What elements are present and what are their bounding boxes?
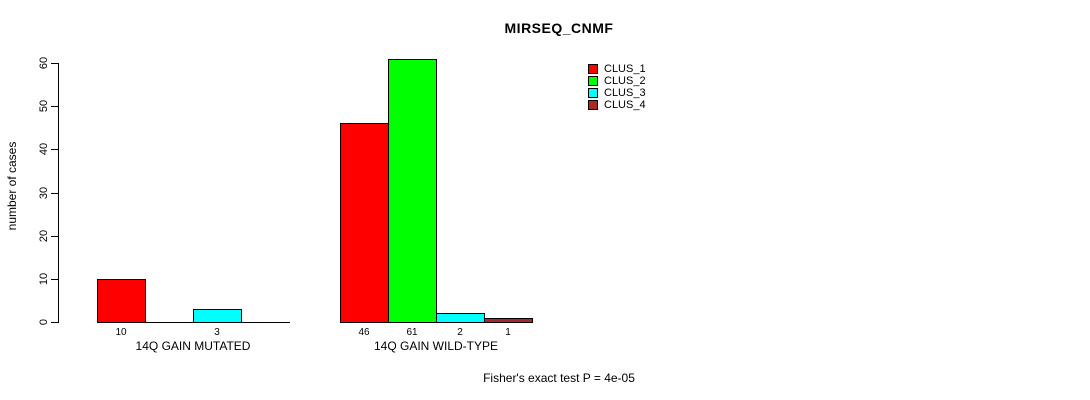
y-tick-label: 60 (38, 56, 50, 70)
bar-clus_3-group2 (436, 313, 485, 323)
bar-clus_1-group2 (340, 123, 389, 323)
y-axis-title: number of cases (5, 141, 19, 231)
bar-clus_2-group2 (388, 59, 437, 323)
y-tick-label: 50 (38, 99, 50, 113)
y-tick-label: 0 (38, 318, 50, 326)
legend-label: CLUS_4 (604, 99, 646, 111)
bar-value-label: 1 (505, 327, 511, 338)
legend: CLUS_1 CLUS_2 CLUS_3 CLUS_4 (588, 63, 646, 111)
bar-clus_3-group1 (193, 309, 242, 323)
legend-label: CLUS_2 (604, 75, 646, 87)
y-tick-mark (51, 279, 58, 280)
y-tick-label: 40 (38, 142, 50, 156)
legend-item-clus_1: CLUS_1 (588, 63, 646, 75)
y-tick-mark (51, 149, 58, 150)
fisher-test-annotation: Fisher's exact test P = 4e-05 (483, 371, 635, 385)
x-axis-group-label: 14Q GAIN MUTATED (135, 339, 251, 353)
y-tick-mark (51, 322, 58, 323)
bar-clus_4-group2 (484, 318, 533, 323)
legend-swatch-icon (588, 100, 598, 110)
bar-clus_1-group1 (97, 279, 146, 323)
bar-value-label: 46 (358, 327, 370, 338)
legend-item-clus_3: CLUS_3 (588, 87, 646, 99)
y-tick-mark (51, 106, 58, 107)
legend-swatch-icon (588, 88, 598, 98)
bar-value-label: 61 (406, 327, 418, 338)
y-tick-mark (51, 236, 58, 237)
bar-value-label: 2 (457, 327, 463, 338)
y-tick-label: 10 (38, 272, 50, 286)
y-axis-line (58, 63, 59, 323)
legend-label: CLUS_3 (604, 87, 646, 99)
x-axis-group-label: 14Q GAIN WILD-TYPE (373, 339, 499, 353)
y-tick-label: 20 (38, 229, 50, 243)
y-tick-mark (51, 193, 58, 194)
legend-swatch-icon (588, 76, 598, 86)
bar-value-label: 10 (115, 327, 127, 338)
bar-value-label: 3 (214, 327, 220, 338)
y-tick-label: 30 (38, 186, 50, 200)
y-tick-mark (51, 63, 58, 64)
legend-item-clus_2: CLUS_2 (588, 75, 646, 87)
chart-title: MIRSEQ_CNMF (504, 20, 614, 36)
legend-item-clus_4: CLUS_4 (588, 99, 646, 111)
legend-label: CLUS_1 (604, 63, 646, 75)
legend-swatch-icon (588, 64, 598, 74)
